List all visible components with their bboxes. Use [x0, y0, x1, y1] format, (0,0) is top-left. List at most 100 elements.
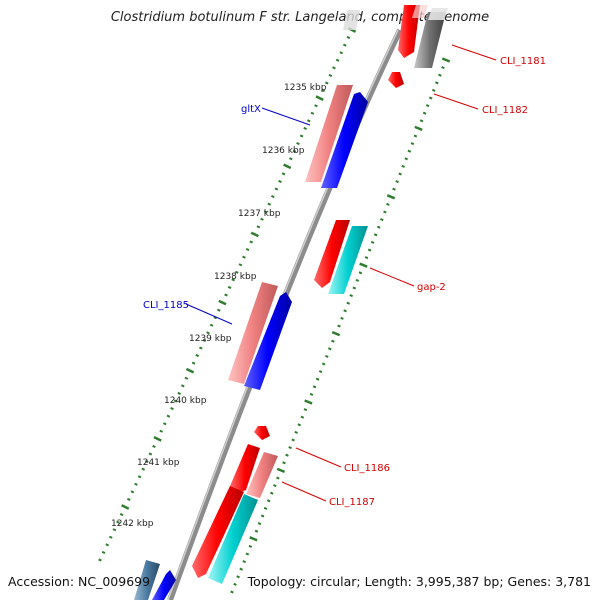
minor-tick [435, 81, 439, 85]
minor-tick [288, 446, 292, 450]
gene-label-cli-1181[interactable]: CLI_1181 [500, 56, 546, 67]
minor-tick [269, 491, 274, 495]
gene-top-faded[interactable] [343, 10, 360, 30]
minor-tick [337, 324, 341, 328]
genome-title: Clostridium botulinum F str. Langeland, … [110, 10, 490, 25]
minor-tick [152, 444, 156, 449]
genome-backbone [167, 28, 403, 600]
gene-bottom-blue[interactable] [152, 570, 176, 600]
minor-tick [398, 172, 402, 176]
minor-tick [236, 575, 240, 579]
gene-pink-cli-1185[interactable] [228, 282, 278, 384]
minor-tick [428, 96, 433, 100]
minor-tick [227, 285, 232, 290]
gene-red-gap-region[interactable] [314, 220, 350, 288]
minor-tick [309, 392, 314, 396]
minor-tick [438, 73, 442, 77]
minor-tick [173, 399, 178, 403]
minor-tick [274, 187, 279, 191]
minor-tick [267, 202, 272, 206]
minor-tick [199, 346, 203, 350]
minor-tick [373, 233, 378, 237]
minor-tick [249, 240, 253, 244]
minor-tick [422, 111, 427, 115]
major-tick [250, 231, 259, 238]
minor-tick [404, 157, 409, 161]
minor-tick [312, 385, 317, 389]
minor-tick [355, 278, 360, 282]
gene-gap-2[interactable] [328, 226, 368, 294]
minor-tick [230, 590, 234, 594]
minor-tick [340, 316, 344, 320]
minor-tick [130, 490, 135, 494]
minor-tick [216, 308, 221, 312]
minor-tick [335, 58, 340, 62]
minor-tick [306, 119, 311, 123]
kbp-label: 1236 kbp [262, 146, 305, 156]
minor-tick [170, 406, 174, 411]
minor-tick [410, 142, 415, 146]
major-tick [185, 367, 195, 374]
minor-tick [303, 126, 308, 131]
minor-tick [318, 370, 323, 374]
minor-tick [282, 461, 286, 465]
gene-cli-1186[interactable] [230, 444, 260, 494]
gene-bottom-steel[interactable] [134, 560, 160, 600]
kbp-label: 1239 kbp [189, 334, 232, 344]
minor-tick [266, 499, 271, 503]
minor-tick [137, 475, 142, 479]
gene-cli-1185[interactable] [244, 292, 292, 390]
minor-tick [294, 430, 298, 434]
kbp-label: 1235 kbp [284, 83, 327, 93]
minor-tick [380, 218, 384, 222]
gene-cli-1187[interactable] [192, 486, 244, 578]
gene-label-gltx[interactable]: gltX [241, 104, 261, 115]
minor-tick [331, 339, 335, 343]
gene-cli-1182[interactable] [414, 8, 448, 68]
minor-tick [332, 66, 336, 70]
gene-small-red-1[interactable] [388, 72, 404, 88]
major-tick [153, 435, 162, 442]
minor-tick [401, 164, 405, 168]
minor-tick [299, 134, 304, 138]
tick-track-outer [230, 57, 451, 594]
minor-tick [419, 119, 424, 123]
kbp-scale: 1235 kbp 1236 kbp 1237 kbp 1238 kbp 1239… [111, 83, 327, 529]
minor-tick [112, 528, 117, 532]
gene-label-cli-1187[interactable]: CLI_1187 [329, 497, 375, 508]
major-tick [315, 95, 324, 102]
minor-tick [234, 270, 239, 274]
minor-tick [231, 278, 236, 282]
accession-label: Accession: NC_009699 [8, 574, 151, 589]
minor-tick [310, 111, 315, 115]
major-tick [386, 194, 396, 200]
minor-tick [367, 248, 372, 252]
major-tick [218, 299, 227, 306]
minor-tick [101, 550, 106, 555]
gene-label-cli-1185[interactable]: CLI_1185 [143, 300, 189, 311]
gene-label-gap-2[interactable]: gap-2 [417, 282, 446, 293]
minor-tick [432, 88, 436, 92]
gene-pink-before-gltx[interactable] [305, 85, 353, 182]
gene-pink-1186[interactable] [246, 452, 278, 498]
minor-tick [346, 35, 351, 40]
gene-small-red-2[interactable] [254, 426, 270, 440]
minor-tick [349, 294, 353, 298]
gene-gltx[interactable] [321, 92, 368, 188]
gene-cli-1181[interactable] [398, 5, 428, 58]
minor-tick [202, 338, 207, 343]
gene-cyan-1187[interactable] [208, 494, 258, 584]
gene-label-cli-1182[interactable]: CLI_1182 [482, 105, 528, 116]
minor-tick [180, 384, 185, 388]
minor-tick [263, 506, 268, 510]
minor-tick [105, 543, 110, 547]
major-tick [441, 57, 451, 63]
minor-tick [328, 347, 332, 351]
minor-tick [257, 522, 262, 526]
minor-tick [206, 331, 210, 335]
major-tick [276, 467, 286, 474]
minor-tick [321, 88, 326, 93]
minor-tick [245, 552, 250, 556]
tick-track-inner [98, 27, 357, 562]
gene-label-cli-1186[interactable]: CLI_1186 [344, 463, 390, 474]
